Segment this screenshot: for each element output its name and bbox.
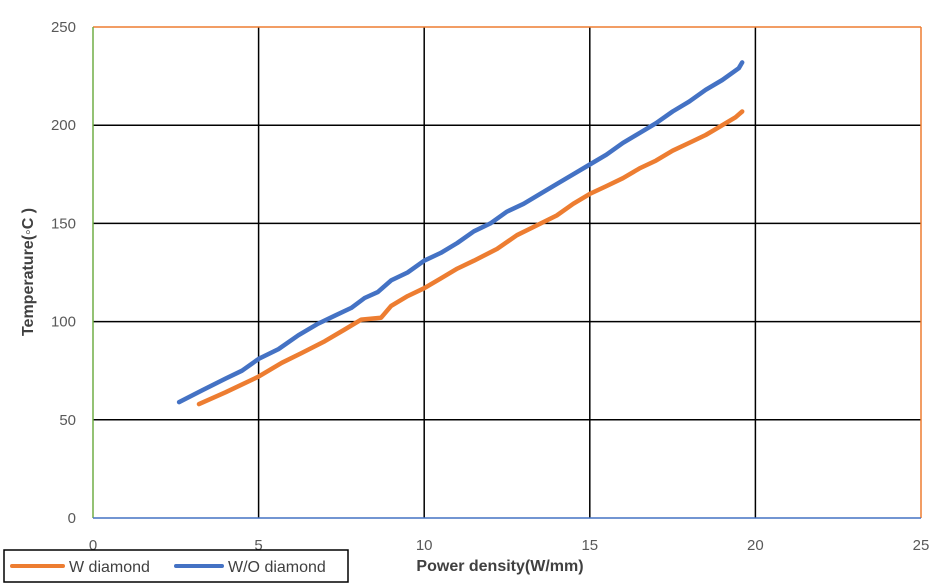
plot-frame — [92, 26, 922, 519]
gridlines — [93, 27, 921, 518]
legend-label-wo-diamond: W/O diamond — [228, 559, 326, 576]
x-tick-label-5: 5 — [254, 537, 262, 554]
y-tick-label-150: 150 — [51, 215, 76, 232]
y-tick-label-100: 100 — [51, 314, 76, 331]
x-tick-label-25: 25 — [913, 537, 930, 554]
y-tick-label-50: 50 — [59, 412, 76, 429]
y-axis-title: Temperature(◦C ) — [20, 208, 37, 336]
series-line-w-diamond — [196, 109, 745, 407]
x-tick-label-10: 10 — [416, 537, 433, 554]
x-axis-title: Power density(W/mm) — [416, 558, 583, 575]
x-tick-label-20: 20 — [747, 537, 764, 554]
legend-label-w-diamond: W diamond — [69, 559, 150, 576]
series-line-w-o-diamond — [176, 60, 745, 405]
x-tick-label-15: 15 — [581, 537, 598, 554]
y-tick-label-250: 250 — [51, 19, 76, 36]
x-tick-label-0: 0 — [89, 537, 97, 554]
y-tick-label-0: 0 — [68, 510, 76, 527]
y-tick-label-200: 200 — [51, 117, 76, 134]
x-tick-labels: 0 5 10 15 20 25 — [89, 537, 930, 554]
y-tick-labels: 0 50 100 150 200 250 — [51, 19, 76, 527]
legend: W diamond W/O diamond — [3, 549, 349, 583]
series-layer — [176, 60, 745, 407]
